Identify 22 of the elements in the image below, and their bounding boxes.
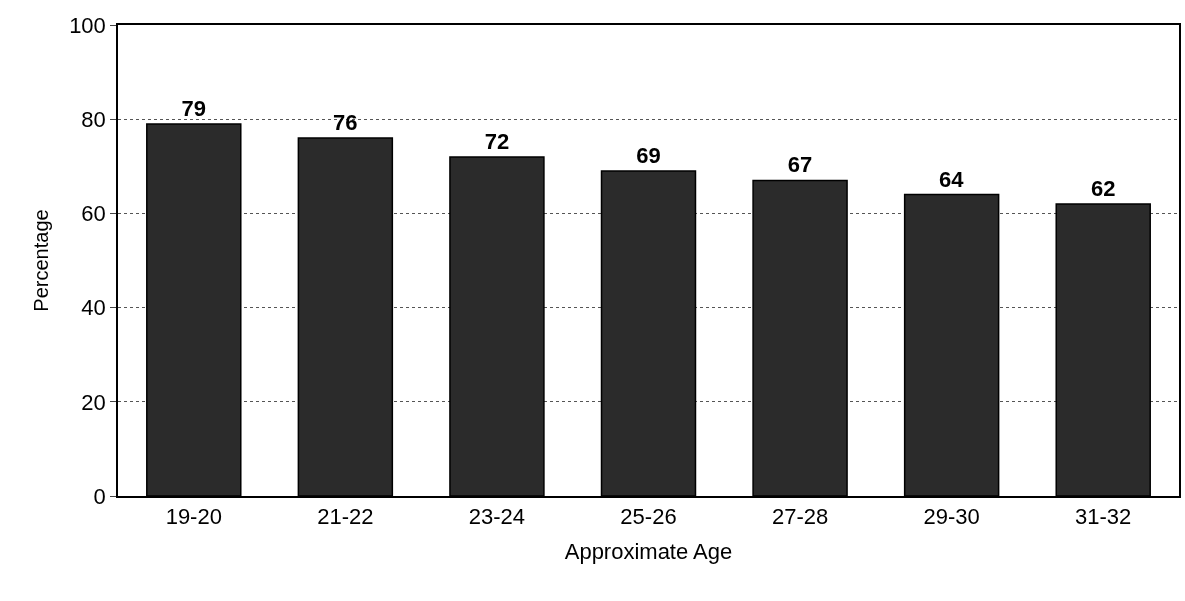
- x-tick-label: 27-28: [771, 504, 829, 530]
- x-tick-label: 19-20: [165, 504, 222, 530]
- y-tick-label: 80: [81, 106, 106, 132]
- x-tick-label: 29-30: [923, 504, 980, 530]
- data-label: 76: [333, 110, 358, 136]
- x-tick-label: 23-24: [468, 504, 526, 530]
- data-label: 69: [636, 143, 661, 169]
- x-axis-title: Approximate Age: [564, 538, 733, 564]
- data-label: 64: [939, 166, 965, 192]
- y-tick-label: 40: [81, 295, 106, 321]
- y-tick-label: 60: [81, 201, 106, 227]
- x-tick-label: 21-22: [317, 504, 374, 530]
- y-tick-label: 0: [93, 483, 106, 509]
- x-tick-label: 31-32: [1075, 504, 1132, 530]
- y-tick-label: 20: [81, 389, 106, 415]
- data-label: 67: [787, 152, 813, 178]
- y-axis-title: Percentage: [30, 209, 53, 312]
- data-label: 79: [181, 95, 207, 121]
- x-tick-label: 25-26: [620, 504, 677, 530]
- y-tick-label: 100: [69, 12, 106, 38]
- data-label: 72: [484, 128, 510, 154]
- data-label: 62: [1090, 175, 1116, 201]
